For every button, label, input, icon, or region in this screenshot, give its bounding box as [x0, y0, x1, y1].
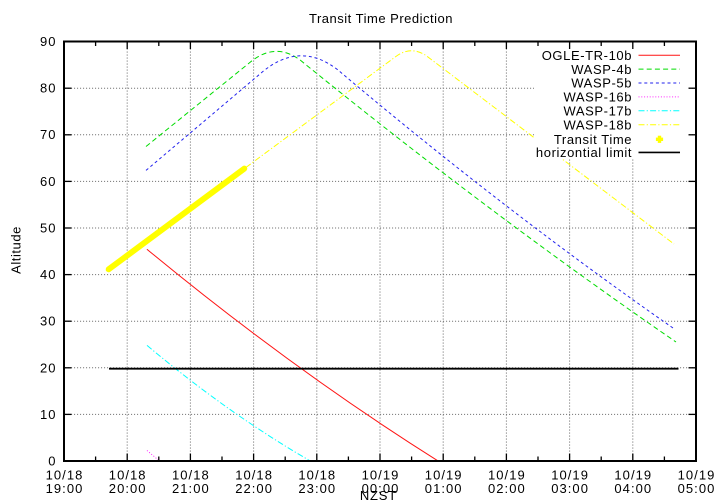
svg-text:0: 0	[48, 454, 56, 469]
svg-text:horizontial limit: horizontial limit	[536, 145, 632, 160]
svg-text:19:00: 19:00	[46, 481, 84, 496]
svg-text:40: 40	[40, 267, 56, 282]
svg-text:10/18: 10/18	[109, 467, 147, 482]
svg-text:23:00: 23:00	[298, 481, 336, 496]
svg-text:10: 10	[40, 407, 56, 422]
svg-text:90: 90	[40, 34, 56, 49]
svg-text:01:00: 01:00	[425, 481, 463, 496]
svg-text:10/18: 10/18	[235, 467, 273, 482]
svg-text:10/19: 10/19	[614, 467, 652, 482]
svg-text:70: 70	[40, 127, 56, 142]
svg-text:05:00: 05:00	[678, 481, 716, 496]
svg-text:03:00: 03:00	[551, 481, 589, 496]
svg-text:WASP-4b: WASP-4b	[571, 62, 632, 77]
svg-text:Transit Time: Transit Time	[554, 132, 632, 147]
svg-text:22:00: 22:00	[235, 481, 273, 496]
svg-text:10/18: 10/18	[298, 467, 336, 482]
svg-text:Transit Time Prediction: Transit Time Prediction	[309, 11, 453, 26]
svg-text:WASP-18b: WASP-18b	[563, 117, 632, 132]
svg-text:NZST: NZST	[360, 488, 397, 503]
svg-text:10/18: 10/18	[172, 467, 210, 482]
svg-text:10/19: 10/19	[425, 467, 463, 482]
svg-text:10/19: 10/19	[678, 467, 716, 482]
svg-text:21:00: 21:00	[172, 481, 210, 496]
svg-text:20: 20	[40, 360, 56, 375]
svg-text:02:00: 02:00	[488, 481, 526, 496]
svg-text:WASP-16b: WASP-16b	[563, 90, 632, 105]
svg-text:04:00: 04:00	[614, 481, 652, 496]
svg-text:OGLE-TR-10b: OGLE-TR-10b	[542, 48, 632, 63]
svg-text:WASP-5b: WASP-5b	[571, 76, 632, 91]
svg-text:60: 60	[40, 174, 56, 189]
svg-text:20:00: 20:00	[109, 481, 147, 496]
svg-text:50: 50	[40, 220, 56, 235]
svg-text:Altitude: Altitude	[8, 226, 23, 274]
svg-text:WASP-17b: WASP-17b	[563, 104, 632, 119]
svg-text:30: 30	[40, 314, 56, 329]
svg-text:00:00: 00:00	[362, 481, 400, 496]
svg-text:80: 80	[40, 81, 56, 96]
svg-text:10/18: 10/18	[46, 467, 84, 482]
svg-text:10/19: 10/19	[551, 467, 589, 482]
svg-text:10/19: 10/19	[488, 467, 526, 482]
svg-text:10/19: 10/19	[362, 467, 400, 482]
